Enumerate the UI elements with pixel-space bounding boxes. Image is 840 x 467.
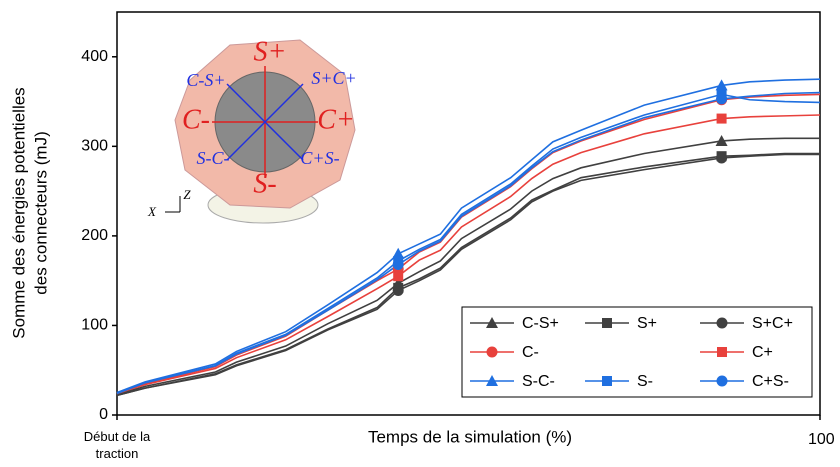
marker [392, 259, 404, 271]
series-line [116, 153, 820, 397]
x-tick-label: Début de la traction [83, 429, 151, 461]
y-tick-label: 400 [81, 48, 108, 65]
y-axis-title: des connecteurs (mJ) [31, 131, 50, 294]
inset-label: C+ [317, 104, 355, 135]
legend-marker [716, 317, 728, 329]
inset-arrows-blue [226, 83, 304, 161]
legend-marker [486, 346, 498, 358]
marker [716, 152, 728, 164]
x-tick-label: 100 [808, 431, 835, 448]
legend-marker [486, 375, 498, 386]
legend-label: C+ [752, 344, 773, 361]
inset-label: C+S- [300, 148, 339, 168]
legend-label: S- [637, 373, 653, 390]
marker [393, 271, 404, 282]
inset-label: S+ [254, 36, 287, 67]
legend-label: S-C- [522, 373, 555, 390]
inset-label: S+C+ [311, 68, 356, 88]
inset-label: S- [253, 168, 276, 199]
legend-marker [716, 375, 728, 387]
legend-label: C+S- [752, 373, 789, 390]
series-line [116, 152, 820, 397]
legend-box [461, 306, 813, 398]
series-line [116, 78, 821, 394]
y-axis-title: Somme des énergies potentielles [9, 87, 28, 338]
inset-axes [165, 196, 181, 213]
inset-arrows-red [212, 66, 318, 178]
legend-marker [486, 317, 498, 328]
marker [716, 93, 728, 105]
series-line [116, 93, 821, 394]
legend-marker [717, 347, 727, 357]
y-tick-label: 100 [81, 317, 108, 334]
plot-frame [116, 11, 821, 416]
inset-label: S-C- [197, 148, 230, 168]
legend-label: C-S+ [522, 315, 559, 332]
series-line [116, 91, 821, 395]
legend-label: C- [522, 344, 539, 361]
legend-marker [602, 318, 612, 328]
legend-marker [602, 376, 612, 386]
y-tick-label: 300 [81, 138, 108, 155]
marker [392, 285, 404, 297]
series-line [116, 137, 820, 396]
y-tick-label: 200 [81, 227, 108, 244]
marker [716, 113, 727, 124]
series-line [116, 114, 821, 395]
y-tick-label: 0 [99, 406, 108, 423]
inset-label: C-S+ [186, 70, 225, 90]
inset-axis-label: Z [183, 187, 191, 202]
inset: S+S-C- C+C-S+ S+C+S-C- C+S-XZ [147, 36, 357, 224]
legend-label: S+C+ [752, 315, 793, 332]
marker [715, 134, 728, 146]
legend-label: S+ [637, 315, 657, 332]
inset-label: C- [182, 104, 210, 135]
marker [715, 79, 728, 91]
x-axis-title: Temps de la simulation (%) [368, 427, 572, 446]
inset-axis-label: X [147, 204, 157, 219]
